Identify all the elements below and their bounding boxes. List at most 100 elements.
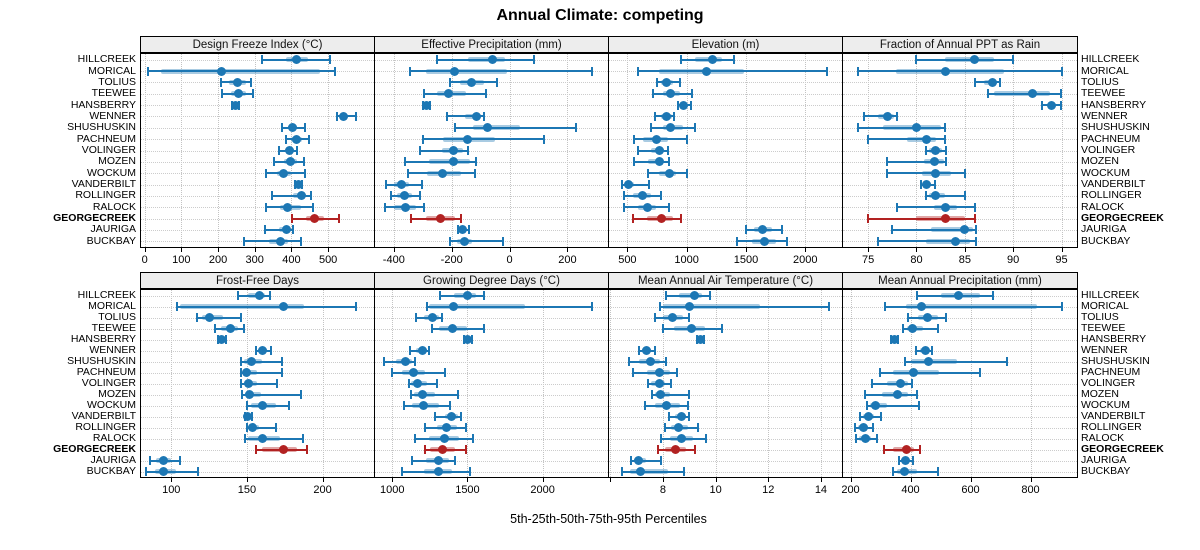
median-dot: [674, 423, 684, 432]
median-dot: [232, 77, 242, 87]
whisker-cap-high: [441, 313, 444, 322]
whisker-cap-high: [944, 123, 947, 133]
whisker-cap-high: [354, 111, 357, 121]
horizontal-gridline: [375, 383, 608, 385]
whisker-line: [148, 70, 335, 73]
whisker-cap-high: [465, 445, 468, 454]
whisker-cap-low: [408, 66, 411, 76]
site-label-left: PACHNEUM: [76, 132, 136, 145]
whisker-cap-high: [686, 168, 689, 178]
median-dot: [417, 390, 427, 399]
axis-tick: [627, 248, 629, 252]
whisker-cap-low: [744, 225, 747, 235]
median-dot: [638, 191, 648, 201]
horizontal-gridline: [375, 116, 608, 118]
horizontal-gridline: [141, 82, 374, 84]
median-dot: [487, 55, 497, 65]
site-label-left: VANDERBILT: [71, 178, 136, 191]
site-label-right: MOZEN: [1081, 388, 1119, 400]
whisker-cap-low: [244, 434, 247, 443]
whisker-cap-low: [637, 66, 640, 76]
median-dot: [243, 412, 253, 421]
whisker-cap-low: [254, 346, 257, 355]
whisker-cap-low: [254, 445, 257, 454]
whisker-cap-low: [886, 157, 889, 167]
whisker-cap-low: [390, 191, 393, 201]
median-dot: [921, 180, 931, 190]
axis-tick-label: 0: [506, 254, 513, 266]
median-dot: [882, 111, 892, 121]
horizontal-gridline: [843, 438, 1077, 440]
horizontal-gridline: [375, 184, 608, 186]
whisker-cap-high: [931, 346, 934, 355]
whisker-cap-low: [659, 302, 662, 311]
whisker-cap-low: [449, 236, 452, 246]
whisker-cap-high: [422, 202, 425, 212]
whisker-cap-low: [896, 202, 899, 212]
median-dot: [400, 191, 410, 201]
whisker-cap-low: [886, 168, 889, 178]
horizontal-gridline: [375, 405, 608, 407]
whisker-cap-high: [688, 313, 691, 322]
horizontal-gridline: [375, 350, 608, 352]
axis-tick-label: 14: [814, 484, 828, 496]
horizontal-gridline: [609, 218, 842, 220]
horizontal-gridline: [141, 416, 374, 418]
whisker-cap-low: [414, 313, 417, 322]
site-label-left: RALOCK: [92, 200, 136, 213]
whisker-cap-high: [543, 134, 546, 144]
axis-tick-label: 400: [901, 484, 920, 496]
whisker-cap-low: [241, 390, 244, 399]
whisker-line: [871, 382, 912, 385]
axis-tick: [181, 248, 183, 252]
horizontal-gridline: [609, 383, 842, 385]
horizontal-gridline: [375, 161, 608, 163]
horizontal-gridline: [141, 127, 374, 129]
panel-strip: Elevation (m): [608, 36, 843, 53]
whisker-cap-high: [301, 434, 304, 443]
whisker-cap-high: [705, 434, 708, 443]
horizontal-gridline: [375, 317, 608, 319]
whisker-cap-low: [438, 291, 441, 300]
median-dot: [449, 146, 459, 155]
median-dot: [930, 157, 940, 167]
whisker-cap-low: [236, 291, 239, 300]
median-dot: [901, 445, 911, 454]
median-dot: [428, 313, 438, 322]
horizontal-gridline: [609, 295, 842, 297]
horizontal-gridline: [843, 383, 1077, 385]
whisker-cap-high: [669, 379, 672, 388]
site-label-right: TEEWEE: [1081, 322, 1126, 334]
whisker-cap-high: [197, 467, 200, 476]
median-dot: [988, 77, 998, 87]
median-dot: [624, 180, 634, 190]
site-label-right: GEORGECREEK: [1081, 443, 1164, 455]
whisker-line: [858, 70, 1062, 73]
whisker-cap-high: [468, 225, 471, 235]
whisker-cap-low: [410, 390, 413, 399]
whisker-cap-high: [459, 214, 462, 224]
whisker-cap-high: [683, 467, 686, 476]
whisker-cap-high: [302, 157, 305, 167]
horizontal-gridline: [843, 105, 1077, 107]
median-dot: [225, 324, 235, 333]
panel-strip: Mean Annual Precipitation (mm): [842, 272, 1078, 289]
horizontal-gridline: [375, 218, 608, 220]
site-label-right: HANSBERRY: [1081, 333, 1147, 345]
site-label-left: MOZEN: [98, 155, 136, 168]
axis-tick: [144, 248, 146, 252]
median-dot: [459, 236, 469, 246]
horizontal-gridline: [609, 173, 842, 175]
whisker-line: [897, 206, 975, 209]
whisker-cap-low: [277, 146, 280, 155]
median-dot: [447, 324, 457, 333]
horizontal-gridline: [141, 207, 374, 209]
horizontal-gridline: [141, 229, 374, 231]
whisker-cap-high: [666, 146, 669, 155]
whisker-cap-high: [304, 123, 307, 133]
axis-tick-label: 0: [141, 254, 148, 266]
whisker-cap-low: [1041, 100, 1044, 110]
horizontal-gridline: [375, 295, 608, 297]
whisker-cap-low: [149, 456, 152, 465]
median-dot: [911, 123, 921, 133]
